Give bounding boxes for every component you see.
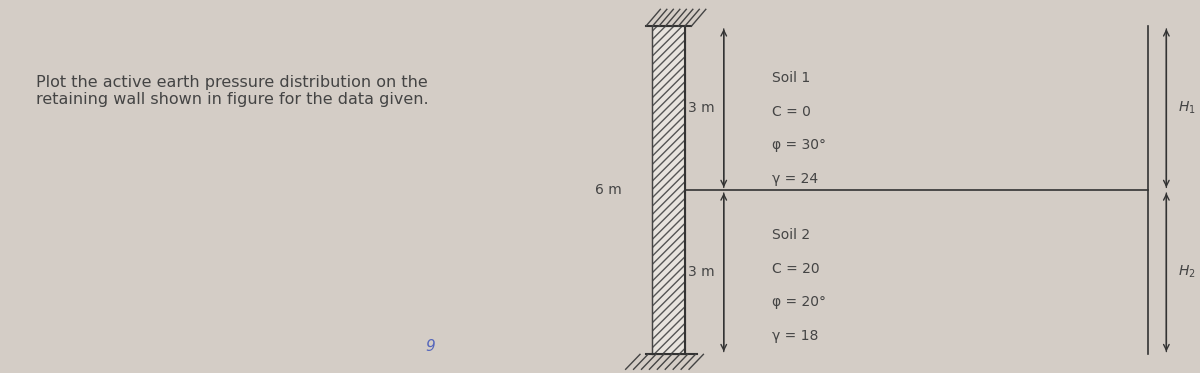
Text: φ = 30°: φ = 30° — [772, 138, 826, 153]
Text: 9: 9 — [426, 339, 436, 354]
Text: φ = 20°: φ = 20° — [772, 295, 826, 309]
Text: 6 m: 6 m — [595, 183, 622, 197]
Text: C = 0: C = 0 — [772, 105, 810, 119]
Text: γ = 24: γ = 24 — [772, 172, 817, 186]
Text: Soil 2: Soil 2 — [772, 228, 810, 242]
Text: Soil 1: Soil 1 — [772, 71, 810, 85]
Text: $H_2$: $H_2$ — [1178, 264, 1196, 280]
Text: $H_1$: $H_1$ — [1178, 100, 1196, 116]
Text: 3 m: 3 m — [688, 265, 714, 279]
Bar — [652, 26, 685, 354]
Text: Plot the active earth pressure distribution on the
retaining wall shown in figur: Plot the active earth pressure distribut… — [36, 75, 428, 107]
Text: γ = 18: γ = 18 — [772, 329, 818, 343]
Text: 3 m: 3 m — [688, 101, 714, 115]
Text: C = 20: C = 20 — [772, 261, 820, 276]
